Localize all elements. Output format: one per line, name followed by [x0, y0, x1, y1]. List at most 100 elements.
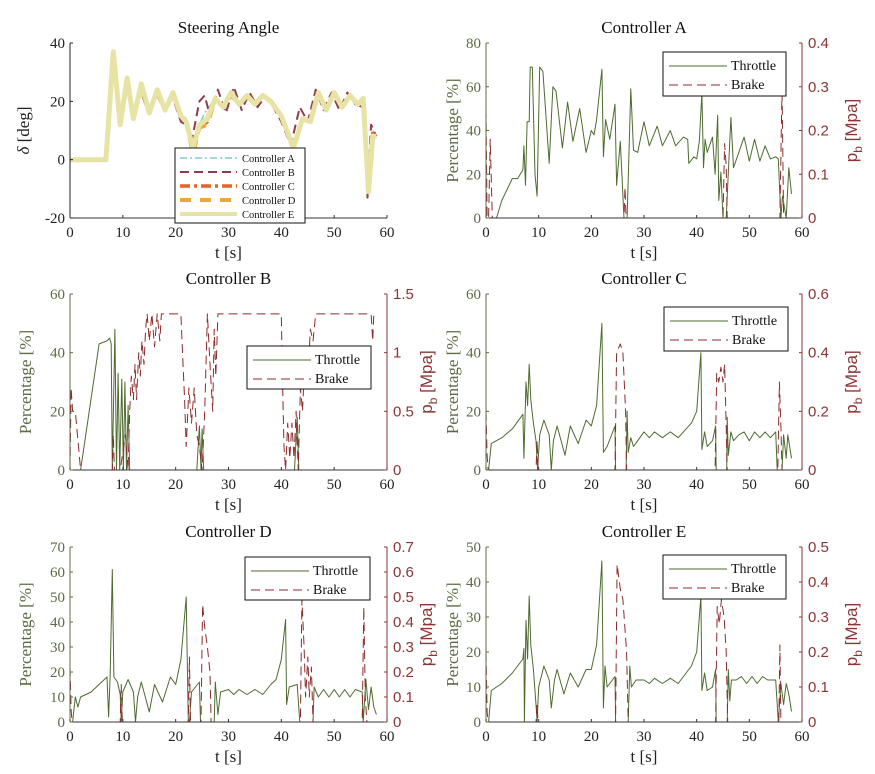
y-tick-label: 40 — [466, 575, 481, 591]
legend-label: Controller A — [242, 154, 295, 165]
legend-label: Throttle — [731, 562, 776, 577]
y2-tick-label: 0 — [808, 210, 816, 227]
series-line-throttle — [486, 66, 792, 219]
x-tick-label: 0 — [66, 477, 74, 493]
series-line-throttle — [486, 560, 792, 723]
series-group — [70, 569, 377, 723]
y2-label-rest: [Mpa] — [842, 603, 861, 650]
y2-label-main: p — [842, 153, 861, 162]
y2-tick-label: 0.3 — [393, 639, 414, 656]
y-tick-label: 30 — [50, 640, 65, 656]
legend-label: Controller B — [242, 168, 295, 179]
y-label-rest: [deg] — [14, 106, 33, 146]
y2-axis-label: pb [Mpa] — [417, 350, 440, 413]
y2-tick-label: 0 — [808, 462, 816, 479]
chart-title: Controller C — [601, 269, 686, 288]
x-tick-label: 20 — [168, 225, 183, 241]
x-tick-label: 30 — [637, 729, 652, 745]
y2-tick-label: 0.2 — [808, 644, 829, 661]
legend-label: Controller E — [242, 210, 294, 221]
y2-tick-label: 1.5 — [393, 286, 414, 303]
x-tick-label: 20 — [168, 477, 183, 493]
y-tick-label: 20 — [50, 665, 65, 681]
x-tick-label: 50 — [742, 225, 757, 241]
x-tick-label: 0 — [66, 729, 74, 745]
x-tick-label: 10 — [115, 225, 130, 241]
x-tick-label: 50 — [327, 729, 342, 745]
x-axis-label: t [s] — [631, 495, 658, 514]
y-tick-label: 20 — [466, 645, 481, 661]
y-tick-label: 40 — [466, 346, 481, 362]
y2-tick-label: 0.4 — [808, 574, 829, 591]
x-tick-label: 60 — [795, 477, 810, 493]
y2-tick-label: 0.2 — [808, 123, 829, 140]
chart-title: Controller D — [185, 522, 271, 541]
y2-tick-label: 0.2 — [393, 664, 414, 681]
x-tick-label: 50 — [327, 477, 342, 493]
legend-label: Controller C — [242, 182, 295, 193]
x-tick-label: 20 — [584, 477, 599, 493]
chart-title: Steering Angle — [178, 18, 280, 37]
x-tick-label: 0 — [66, 225, 74, 241]
y-axis-label: Percentage [%] — [16, 330, 35, 434]
x-tick-label: 0 — [482, 477, 490, 493]
legend-label: Brake — [315, 372, 348, 387]
y-tick-label: 20 — [50, 404, 65, 420]
y2-label-rest: [Mpa] — [417, 603, 436, 650]
y-tick-label: 10 — [50, 690, 65, 706]
y-axis-label: Percentage [%] — [443, 330, 462, 434]
y2-tick-label: 0 — [808, 714, 816, 731]
legend-label: Brake — [731, 78, 764, 93]
x-tick-label: 60 — [795, 225, 810, 241]
x-axis-label: t [s] — [215, 243, 242, 262]
x-tick-label: 20 — [168, 729, 183, 745]
y2-tick-label: 1 — [393, 345, 401, 362]
y-axis-label: Percentage [%] — [443, 582, 462, 686]
y2-tick-label: 0.4 — [808, 345, 829, 362]
y-tick-label: 0 — [474, 715, 482, 731]
y-tick-label: 10 — [466, 680, 481, 696]
y-tick-label: 40 — [50, 615, 65, 631]
x-tick-label: 60 — [380, 729, 395, 745]
subplot-a: Controller A0 10 20 30 40 50 6002040608000.10.… — [443, 18, 865, 262]
y-tick-label: 20 — [466, 167, 481, 183]
subplot-e: Controller E0 10 20 30 40 50 600102030405000.1… — [443, 522, 865, 766]
y-tick-label: 70 — [50, 540, 65, 556]
legend: Throttle Brake — [246, 345, 372, 390]
x-tick-label: 30 — [637, 225, 652, 241]
x-axis-label: t [s] — [215, 495, 242, 514]
legend: Throttle Brake — [663, 306, 789, 352]
legend-label: Throttle — [315, 353, 360, 368]
y-tick-label: 30 — [466, 610, 481, 626]
y2-tick-label: 0.4 — [808, 35, 829, 52]
x-tick-label: 50 — [742, 729, 757, 745]
y-tick-label: 50 — [50, 590, 65, 606]
x-tick-label: 10 — [531, 225, 546, 241]
legend-label: Brake — [731, 581, 764, 596]
y-tick-label: -20 — [45, 211, 65, 227]
legend-box — [662, 51, 787, 97]
legend-box — [246, 345, 372, 390]
legend: Controller A Controller B Controller C Cont… — [174, 147, 306, 224]
series-group — [70, 313, 377, 471]
x-tick-label: 10 — [531, 729, 546, 745]
series-line-throttle — [70, 328, 377, 471]
y2-label-sub: b — [426, 650, 440, 657]
legend: Throttle Brake — [662, 51, 787, 97]
x-axis-label: t [s] — [631, 243, 658, 262]
legend-box — [244, 556, 371, 601]
y-tick-label: 0 — [474, 463, 482, 479]
y2-label-sub: b — [851, 650, 865, 657]
y-tick-label: 60 — [50, 565, 65, 581]
x-tick-label: 20 — [584, 729, 599, 745]
legend-box — [663, 306, 789, 352]
legend: Throttle Brake — [662, 554, 787, 600]
x-tick-label: 40 — [689, 477, 704, 493]
series-group — [70, 49, 378, 199]
x-tick-label: 10 — [115, 477, 130, 493]
y-tick-label: 50 — [466, 540, 481, 556]
y2-tick-label: 0.5 — [808, 539, 829, 556]
legend-label: Throttle — [732, 314, 777, 329]
y-axis-label: δ [deg] — [14, 106, 33, 154]
